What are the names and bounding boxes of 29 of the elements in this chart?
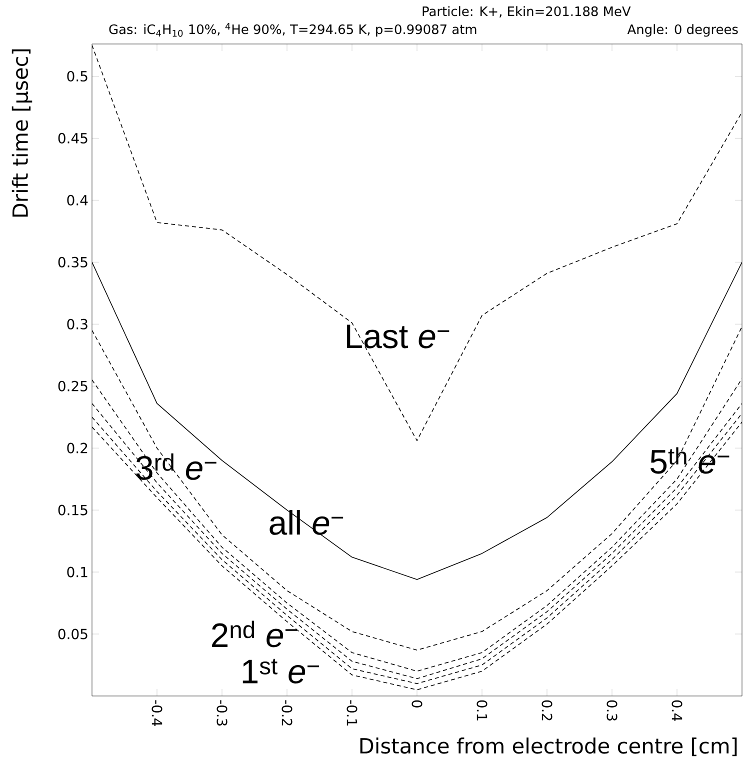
y-tick-label: 0.2 <box>67 442 88 454</box>
x-tick-label: 0.2 <box>542 700 552 720</box>
x-tick-label: -0.1 <box>346 700 358 726</box>
series-label: 5$^{th}$ e$^{−}$ <box>650 447 730 474</box>
series-label: Last e$^{−}$ <box>346 324 450 348</box>
x-tick-label: 0.4 <box>672 700 682 721</box>
x-tick-label: 0 <box>412 700 422 708</box>
y-tick-label: 0.4 <box>67 194 88 206</box>
y-tick-label: 0.1 <box>67 566 88 578</box>
x-tick-label: 0.1 <box>476 700 488 720</box>
chart-title: Gas: iC$_{4}$H$_{10}$ 10%, $^{4}$He 90%, T=294.65 K, p=0.99087 atm <box>109 23 476 37</box>
y-tick-label: 0.35 <box>58 256 88 268</box>
y-axis-title: Drift time [μsec] <box>12 49 32 217</box>
series-label: 2$^{nd}$ e$^{−}$ <box>212 620 297 648</box>
x-tick-label: -0.3 <box>216 700 228 726</box>
y-tick-label: 0.15 <box>58 504 88 516</box>
x-axis-title: Distance from electrode centre [cm] <box>360 738 737 756</box>
x-tick-label: -0.4 <box>152 700 162 726</box>
y-tick-label: 0.25 <box>58 380 88 392</box>
x-tick-label: 0.3 <box>606 700 618 721</box>
y-tick-label: 0.45 <box>58 132 88 144</box>
y-tick-label: 0.5 <box>67 70 88 82</box>
series-label: all e$^{−}$ <box>270 510 344 535</box>
y-tick-label: 0.3 <box>67 318 88 330</box>
series-label: 1$^{st}$ e$^{−}$ <box>242 658 320 684</box>
y-tick-label: 0.05 <box>58 628 88 640</box>
x-tick-label: -0.2 <box>282 700 292 726</box>
text: Angle: 0 degrees <box>627 24 738 37</box>
chart-subtitle: Particle: K+, Ekin=201.188 MeV <box>422 6 631 18</box>
